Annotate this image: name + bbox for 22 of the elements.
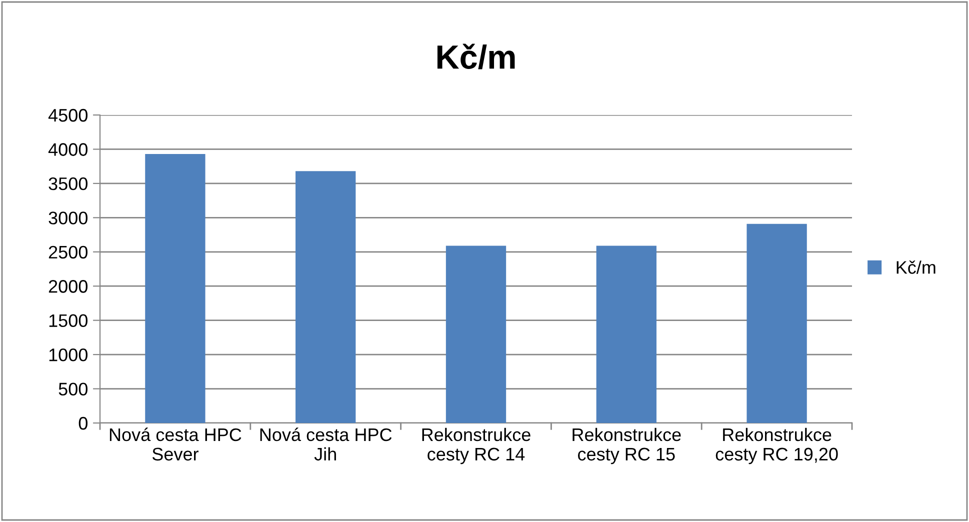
x-tick-label: Nová cesta HPC Jih (260, 428, 392, 461)
y-tick-label: 4500 (48, 108, 88, 122)
x-tick-label: Nová cesta HPC Sever (110, 428, 242, 461)
y-tick-label: 3500 (48, 177, 88, 190)
bar (446, 246, 506, 423)
y-tick-label: 0 (78, 416, 88, 430)
y-tick-label: 2500 (48, 246, 88, 259)
bar (596, 246, 656, 423)
y-tick-label: 3000 (48, 212, 88, 224)
y-tick-label: 2000 (48, 280, 88, 293)
y-tick-label: 1000 (49, 348, 88, 362)
y-tick-label: 500 (58, 382, 88, 396)
legend-label: Kč/m (896, 260, 936, 274)
y-tick-label: 1500 (49, 314, 88, 328)
y-tick-label: 4000 (48, 143, 88, 156)
bar (145, 154, 206, 423)
x-tick-label: Rekonstrukce cesty RC 14 (422, 428, 530, 464)
bar (296, 171, 356, 423)
x-tick-label: Rekonstrukce cesty RC 15 (572, 428, 681, 464)
x-tick-label: Rekonstrukce cesty RC 19,20 (716, 428, 838, 464)
bar (746, 224, 807, 423)
chart-title: Kč/m (437, 44, 515, 70)
